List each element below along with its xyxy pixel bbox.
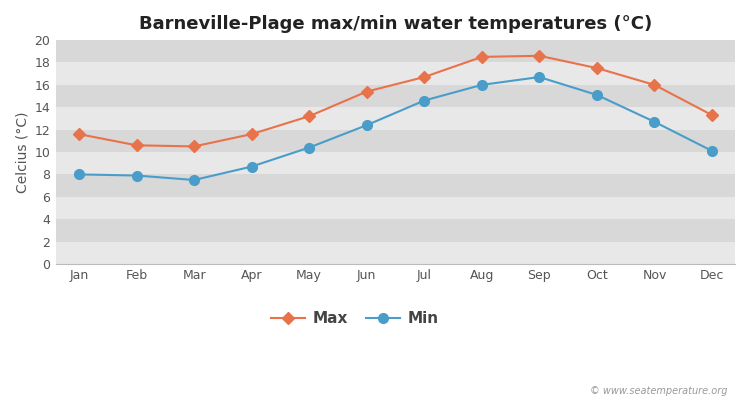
Min	[592, 92, 602, 97]
Bar	[56, 219, 735, 242]
Bar	[56, 242, 735, 264]
Bar	[56, 152, 735, 174]
Line: Max: Max	[75, 52, 716, 150]
Title: Barneville-Plage max/min water temperatures (°C): Barneville-Plage max/min water temperatu…	[139, 15, 652, 33]
Min	[74, 172, 83, 177]
Text: © www.seatemperature.org: © www.seatemperature.org	[590, 386, 728, 396]
Min	[362, 123, 371, 128]
Min	[190, 178, 199, 182]
Line: Min: Min	[74, 72, 717, 185]
Max	[190, 144, 199, 149]
Max	[74, 132, 83, 136]
Max	[362, 89, 371, 94]
Legend: Max, Min: Max, Min	[265, 305, 445, 332]
Bar	[56, 62, 735, 85]
Bar	[56, 107, 735, 130]
Max	[535, 53, 544, 58]
Min	[132, 173, 141, 178]
Max	[304, 114, 313, 119]
Min	[304, 145, 313, 150]
Min	[650, 120, 659, 124]
Bar	[56, 197, 735, 219]
Max	[650, 82, 659, 87]
Y-axis label: Celcius (°C): Celcius (°C)	[15, 111, 29, 193]
Min	[535, 75, 544, 80]
Min	[420, 98, 429, 103]
Min	[707, 148, 716, 153]
Max	[248, 132, 256, 136]
Max	[477, 54, 486, 59]
Bar	[56, 130, 735, 152]
Bar	[56, 174, 735, 197]
Min	[248, 164, 256, 169]
Max	[420, 75, 429, 80]
Bar	[56, 40, 735, 62]
Min	[477, 82, 486, 87]
Max	[707, 113, 716, 118]
Max	[132, 143, 141, 148]
Bar	[56, 85, 735, 107]
Max	[592, 66, 602, 70]
